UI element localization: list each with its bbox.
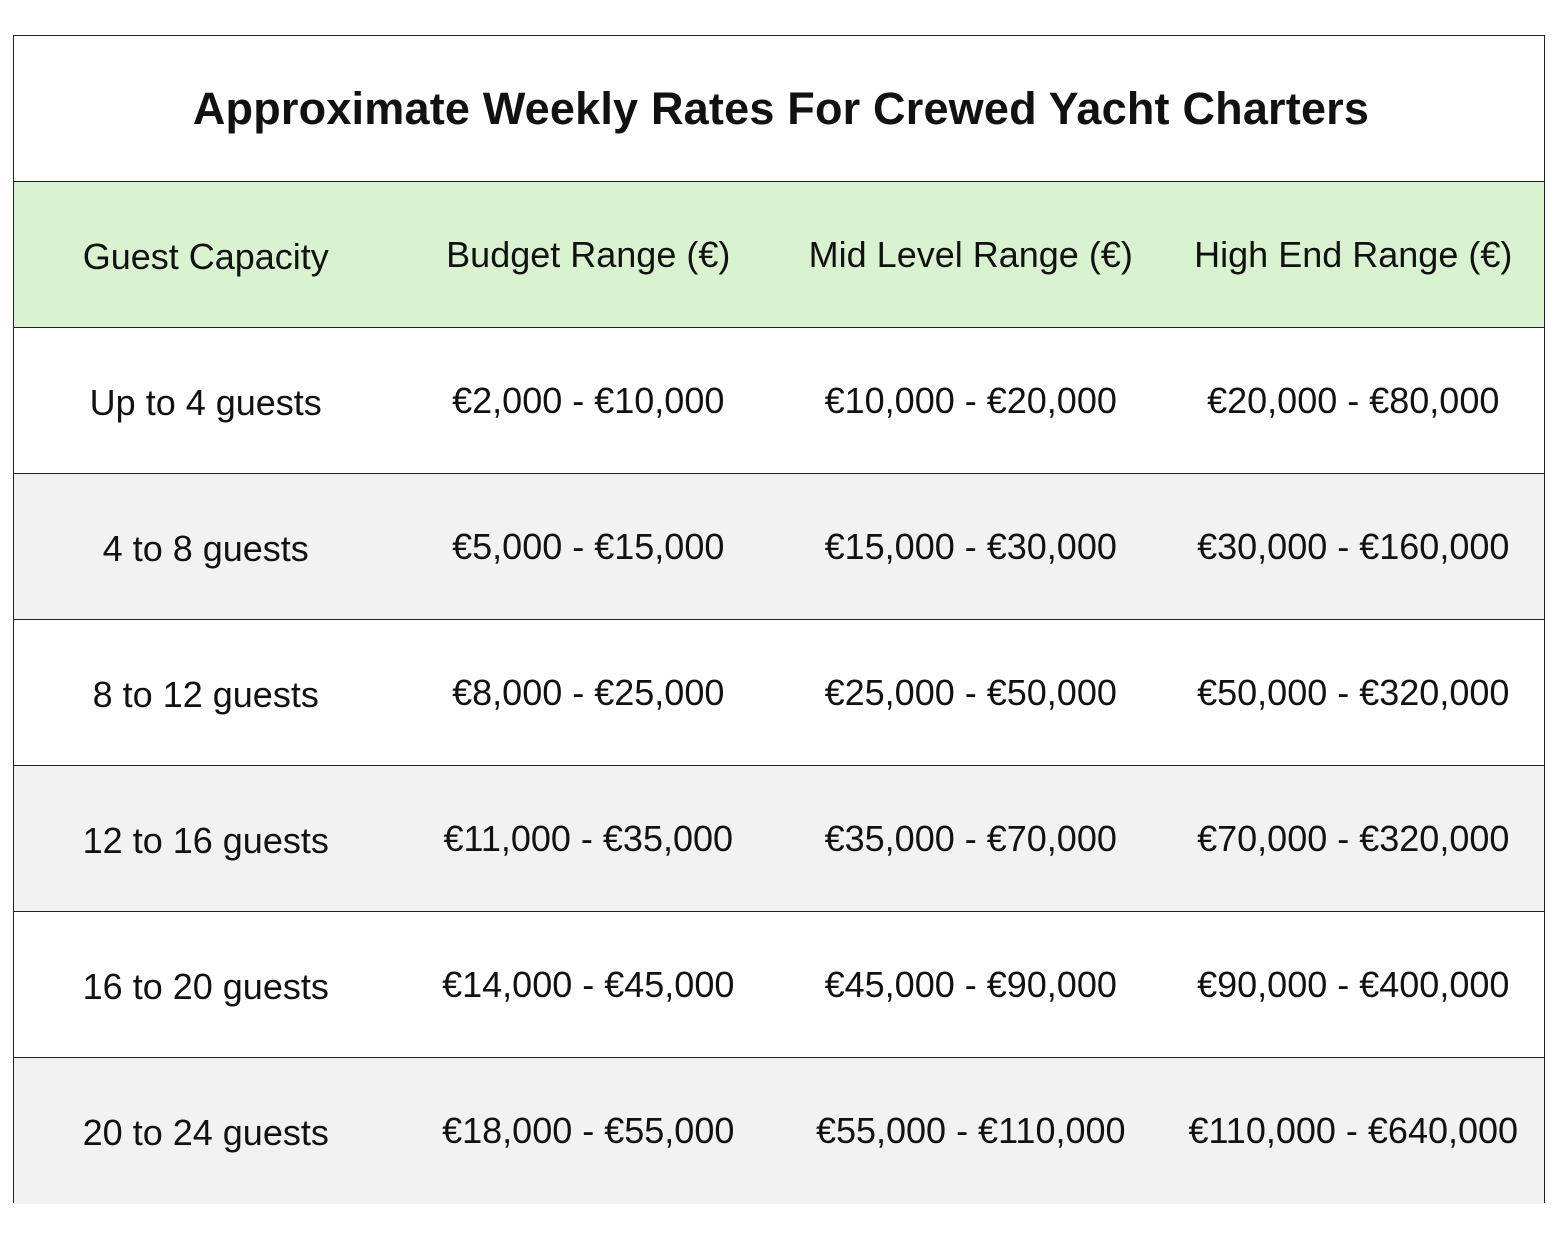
header-guest-capacity: Guest Capacity <box>82 235 329 277</box>
table-row: 8 to 12 guests €8,000 - €25,000 €25,000 … <box>14 620 1544 766</box>
mid-level-range-cell: €35,000 - €70,000 <box>824 817 1117 859</box>
guest-capacity-cell: 8 to 12 guests <box>92 673 319 715</box>
table-row: 12 to 16 guests €11,000 - €35,000 €35,00… <box>14 766 1544 912</box>
budget-range-cell: €5,000 - €15,000 <box>452 525 725 567</box>
budget-range-cell: €2,000 - €10,000 <box>452 379 725 421</box>
guest-capacity-cell: 20 to 24 guests <box>82 1112 329 1153</box>
table-header-row: Guest Capacity Budget Range (€) Mid Leve… <box>14 182 1544 328</box>
guest-capacity-cell: 16 to 20 guests <box>82 965 329 1007</box>
high-end-range-cell: €50,000 - €320,000 <box>1197 671 1510 713</box>
high-end-range-cell: €110,000 - €640,000 <box>1188 1110 1519 1151</box>
header-budget-range: Budget Range (€) <box>446 233 731 275</box>
table-row: 20 to 24 guests €18,000 - €55,000 €55,00… <box>14 1058 1544 1204</box>
mid-level-range-cell: €25,000 - €50,000 <box>824 671 1117 713</box>
budget-range-cell: €14,000 - €45,000 <box>442 963 735 1005</box>
high-end-range-cell: €70,000 - €320,000 <box>1197 817 1510 859</box>
table-row: Up to 4 guests €2,000 - €10,000 €10,000 … <box>14 328 1544 474</box>
budget-range-cell: €8,000 - €25,000 <box>452 671 725 713</box>
mid-level-range-cell: €45,000 - €90,000 <box>824 963 1117 1005</box>
header-mid-level-range: Mid Level Range (€) <box>808 233 1133 275</box>
high-end-range-cell: €20,000 - €80,000 <box>1207 379 1500 421</box>
table-title-row: Approximate Weekly Rates For Crewed Yach… <box>14 36 1544 182</box>
mid-level-range-cell: €10,000 - €20,000 <box>824 379 1117 421</box>
guest-capacity-cell: 4 to 8 guests <box>102 527 309 569</box>
mid-level-range-cell: €55,000 - €110,000 <box>815 1110 1126 1151</box>
budget-range-cell: €11,000 - €35,000 <box>443 817 734 859</box>
guest-capacity-cell: 12 to 16 guests <box>82 819 329 861</box>
table-row: 4 to 8 guests €5,000 - €15,000 €15,000 -… <box>14 474 1544 620</box>
guest-capacity-cell: Up to 4 guests <box>89 381 322 423</box>
table-title: Approximate Weekly Rates For Crewed Yach… <box>192 82 1370 134</box>
header-high-end-range: High End Range (€) <box>1194 233 1513 275</box>
high-end-range-cell: €90,000 - €400,000 <box>1197 963 1510 1005</box>
mid-level-range-cell: €15,000 - €30,000 <box>824 525 1117 567</box>
high-end-range-cell: €30,000 - €160,000 <box>1197 525 1510 567</box>
rates-table: Approximate Weekly Rates For Crewed Yach… <box>13 35 1545 1204</box>
table-row: 16 to 20 guests €14,000 - €45,000 €45,00… <box>14 912 1544 1058</box>
budget-range-cell: €18,000 - €55,000 <box>442 1110 735 1151</box>
